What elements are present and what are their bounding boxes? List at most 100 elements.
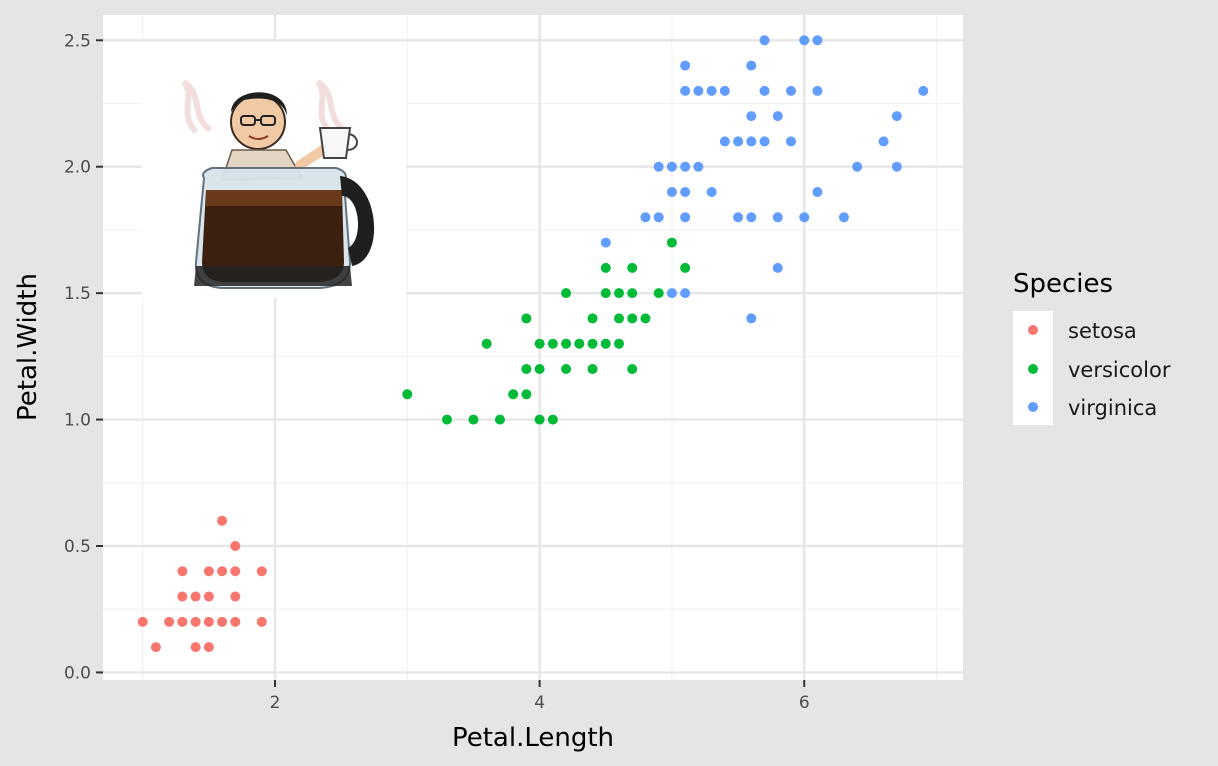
point-virginica [719, 136, 730, 147]
point-virginica [772, 111, 783, 122]
point-versicolor [442, 414, 452, 425]
point-virginica [746, 111, 757, 122]
point-setosa [256, 616, 267, 627]
point-setosa [137, 616, 148, 627]
x-axis-title: Petal.Length [452, 723, 614, 753]
point-virginica [719, 85, 730, 96]
point-setosa [203, 642, 214, 653]
point-virginica [891, 161, 902, 172]
point-versicolor [600, 338, 611, 349]
x-tick-label: 4 [534, 693, 545, 713]
legend: Species setosa versicolor virginica [1013, 269, 1171, 425]
point-virginica [838, 212, 849, 223]
point-versicolor [587, 338, 598, 349]
point-versicolor [627, 313, 638, 324]
point-virginica [680, 186, 691, 197]
point-virginica [746, 212, 757, 223]
point-virginica [746, 313, 757, 324]
legend-label-versicolor: versicolor [1068, 358, 1171, 382]
point-virginica [891, 111, 902, 122]
point-setosa [150, 642, 161, 653]
point-versicolor [627, 262, 638, 273]
y-tick-label: 0.5 [64, 537, 91, 557]
point-versicolor [587, 363, 598, 374]
point-versicolor [494, 414, 505, 425]
point-setosa [256, 566, 267, 577]
point-versicolor [653, 288, 664, 299]
point-versicolor [534, 363, 545, 374]
point-virginica [759, 85, 770, 96]
axes: 0.0 0.5 1.0 1.5 2.0 2.5 2 4 6 [64, 31, 810, 713]
point-setosa [230, 616, 241, 627]
point-versicolor [614, 338, 624, 349]
point-versicolor [521, 363, 532, 374]
point-virginica [733, 136, 744, 147]
data-points [137, 35, 929, 653]
point-virginica [666, 161, 677, 172]
legend-title: Species [1013, 269, 1113, 299]
y-tick-label: 0.0 [64, 663, 91, 683]
point-virginica [772, 212, 783, 223]
y-tick-label: 2.0 [64, 158, 91, 178]
point-virginica [706, 85, 717, 96]
point-setosa [164, 616, 175, 627]
legend-dot-versicolor [1028, 364, 1038, 374]
point-versicolor [666, 237, 677, 248]
point-versicolor [521, 313, 532, 324]
coffee-pot-sticker [142, 42, 406, 298]
point-versicolor [680, 262, 691, 273]
point-versicolor [547, 338, 558, 349]
point-virginica [680, 60, 691, 71]
point-virginica [640, 212, 651, 223]
legend-label-setosa: setosa [1068, 319, 1137, 343]
point-setosa [230, 591, 241, 602]
point-virginica [666, 288, 677, 299]
point-virginica [680, 288, 691, 299]
point-setosa [190, 642, 201, 653]
point-virginica [878, 136, 889, 147]
y-tick-label: 1.0 [64, 411, 91, 431]
point-virginica [666, 186, 677, 197]
point-virginica [600, 237, 611, 248]
point-virginica [746, 136, 757, 147]
x-tick-label: 6 [799, 693, 810, 713]
x-tick-label: 2 [270, 693, 281, 713]
point-versicolor [468, 414, 479, 425]
point-virginica [746, 60, 757, 71]
point-versicolor [561, 288, 572, 299]
point-virginica [653, 212, 664, 223]
point-virginica [693, 161, 704, 172]
point-versicolor [587, 313, 598, 324]
point-virginica [852, 161, 863, 172]
point-setosa [177, 591, 188, 602]
point-virginica [680, 212, 691, 223]
point-versicolor [627, 288, 638, 299]
point-virginica [799, 212, 810, 223]
point-virginica [812, 35, 823, 46]
point-versicolor [600, 288, 611, 299]
point-versicolor [481, 338, 492, 349]
point-virginica [680, 161, 691, 172]
point-setosa [217, 515, 228, 526]
point-virginica [812, 186, 823, 197]
point-setosa [217, 616, 228, 627]
point-versicolor [561, 363, 572, 374]
point-virginica [812, 85, 823, 96]
point-setosa [177, 616, 188, 627]
legend-dot-setosa [1028, 325, 1038, 335]
point-versicolor [627, 363, 638, 374]
y-axis-title: Petal.Width [13, 273, 43, 421]
point-versicolor [547, 414, 558, 425]
point-setosa [203, 566, 214, 577]
point-setosa [190, 591, 201, 602]
legend-dot-virginica [1028, 402, 1038, 412]
point-virginica [706, 186, 717, 197]
point-virginica [772, 262, 783, 273]
point-setosa [230, 540, 241, 551]
grid-lines [103, 15, 963, 680]
point-setosa [203, 591, 214, 602]
point-virginica [786, 85, 796, 96]
point-virginica [653, 161, 664, 172]
